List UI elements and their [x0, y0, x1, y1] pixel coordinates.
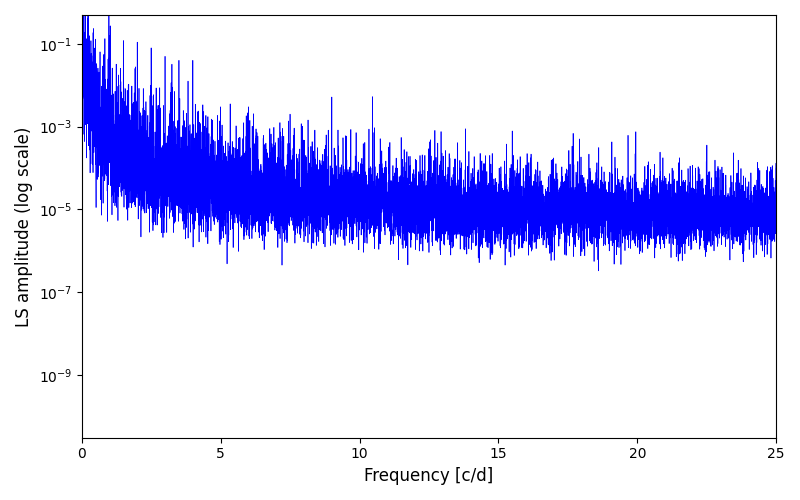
X-axis label: Frequency [c/d]: Frequency [c/d]	[364, 467, 494, 485]
Y-axis label: LS amplitude (log scale): LS amplitude (log scale)	[15, 126, 33, 326]
